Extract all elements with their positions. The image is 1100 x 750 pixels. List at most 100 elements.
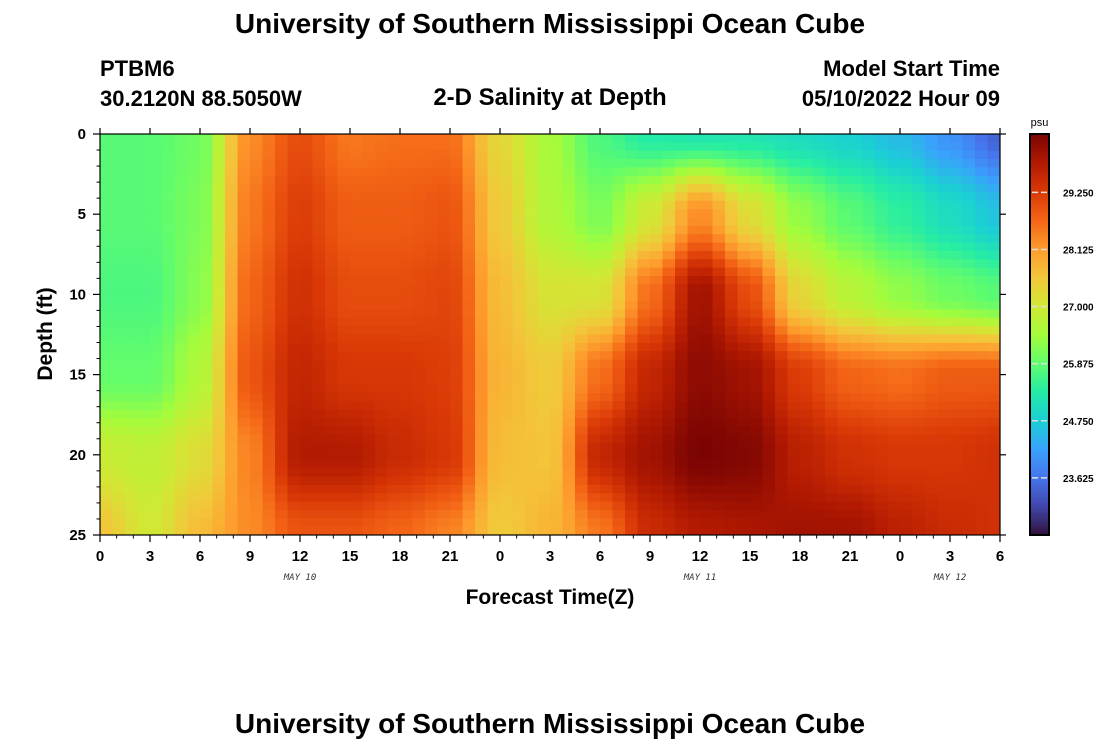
heatmap-cell — [500, 392, 514, 402]
heatmap-cell — [900, 225, 914, 235]
heatmap-cell — [975, 150, 989, 160]
heatmap-cell — [125, 200, 139, 210]
heatmap-cell — [237, 342, 251, 352]
heatmap-cell — [850, 401, 864, 411]
heatmap-cell — [562, 175, 576, 185]
heatmap-cell — [887, 134, 901, 143]
heatmap-cell — [337, 175, 351, 185]
colorbar-tick-label: 28.125 — [1063, 245, 1094, 256]
heatmap-cell — [212, 259, 226, 269]
heatmap-cell — [750, 359, 764, 369]
heatmap-cell — [225, 250, 239, 260]
heatmap-cell — [950, 351, 964, 361]
heatmap-cell — [325, 200, 339, 210]
heatmap-cell — [437, 409, 451, 419]
heatmap-cell — [462, 159, 476, 169]
heatmap-cell — [100, 217, 114, 227]
heatmap-cell — [687, 451, 701, 461]
heatmap-cell — [175, 334, 189, 344]
heatmap-cell — [875, 501, 889, 511]
heatmap-cell — [787, 376, 801, 386]
heatmap-cell — [662, 142, 676, 152]
heatmap-cell — [125, 359, 139, 369]
heatmap-cell — [725, 192, 739, 202]
heatmap-cell — [300, 292, 314, 302]
heatmap-cell — [987, 468, 1000, 478]
heatmap-cell — [262, 392, 276, 402]
heatmap-cell — [325, 326, 339, 336]
heatmap-cell — [337, 409, 351, 419]
heatmap-cell — [762, 192, 776, 202]
heatmap-cell — [337, 225, 351, 235]
heatmap-cell — [712, 159, 726, 169]
heatmap-cell — [700, 342, 714, 352]
heatmap-cell — [900, 317, 914, 327]
heatmap-cell — [612, 284, 626, 294]
heatmap-cell — [400, 142, 414, 152]
heatmap-cell — [175, 434, 189, 444]
heatmap-cell — [275, 234, 289, 244]
heatmap-cell — [300, 359, 314, 369]
heatmap-cell — [162, 426, 176, 436]
heatmap-cell — [100, 200, 114, 210]
heatmap-cell — [650, 401, 664, 411]
heatmap-cell — [800, 200, 814, 210]
heatmap-cell — [375, 225, 389, 235]
heatmap-cell — [950, 401, 964, 411]
heatmap-cell — [575, 234, 589, 244]
heatmap-cell — [662, 526, 676, 535]
heatmap-cell — [387, 134, 401, 143]
heatmap-cell — [137, 334, 151, 344]
heatmap-cell — [312, 317, 326, 327]
heatmap-cell — [100, 434, 114, 444]
heatmap-cell — [437, 234, 451, 244]
heatmap-cell — [250, 509, 264, 519]
heatmap-cell — [600, 276, 614, 285]
heatmap-cell — [500, 292, 514, 302]
heatmap-cell — [862, 142, 876, 152]
heatmap-cell — [425, 326, 439, 336]
heatmap-cell — [300, 326, 314, 336]
heatmap-cell — [637, 426, 651, 436]
heatmap-cell — [550, 493, 564, 503]
colorbar-tick-label: 29.250 — [1063, 188, 1094, 199]
axes: 0 3 6 9 12 15 18 21 0 3 6 9 12 15 18 21 0 3 60510152025MAY… — [69, 126, 1006, 583]
heatmap-cell — [700, 217, 714, 227]
heatmap-cell — [437, 142, 451, 152]
heatmap-cell — [650, 200, 664, 210]
heatmap-cell — [225, 134, 239, 143]
heatmap-cell — [425, 250, 439, 260]
heatmap-cell — [575, 284, 589, 294]
heatmap-cell — [650, 259, 664, 269]
heatmap-cell — [862, 184, 876, 194]
heatmap-cell — [975, 426, 989, 436]
heatmap-cell — [225, 242, 239, 252]
heatmap-cell — [987, 518, 1000, 528]
heatmap-cell — [725, 276, 739, 285]
heatmap-cell — [150, 434, 164, 444]
heatmap-cell — [900, 326, 914, 336]
heatmap-cell — [425, 426, 439, 436]
heatmap-cell — [562, 434, 576, 444]
heatmap-cell — [550, 426, 564, 436]
heatmap-cell — [812, 501, 826, 511]
heatmap-cell — [462, 292, 476, 302]
heatmap-cell — [900, 209, 914, 219]
heatmap-cell — [212, 159, 226, 169]
heatmap-cell — [375, 359, 389, 369]
heatmap-cell — [112, 317, 126, 327]
heatmap-cell — [962, 292, 976, 302]
heatmap-cell — [750, 250, 764, 260]
heatmap-cell — [812, 159, 826, 169]
heatmap-cell — [175, 501, 189, 511]
heatmap-cell — [862, 209, 876, 219]
heatmap-cell — [975, 384, 989, 394]
heatmap-cell — [125, 476, 139, 486]
heatmap-cell — [950, 384, 964, 394]
heatmap-cell — [150, 384, 164, 394]
heatmap-cell — [800, 459, 814, 469]
heatmap-cell — [462, 526, 476, 535]
heatmap-cell — [350, 242, 364, 252]
heatmap-cell — [712, 468, 726, 478]
heatmap-cell — [125, 459, 139, 469]
